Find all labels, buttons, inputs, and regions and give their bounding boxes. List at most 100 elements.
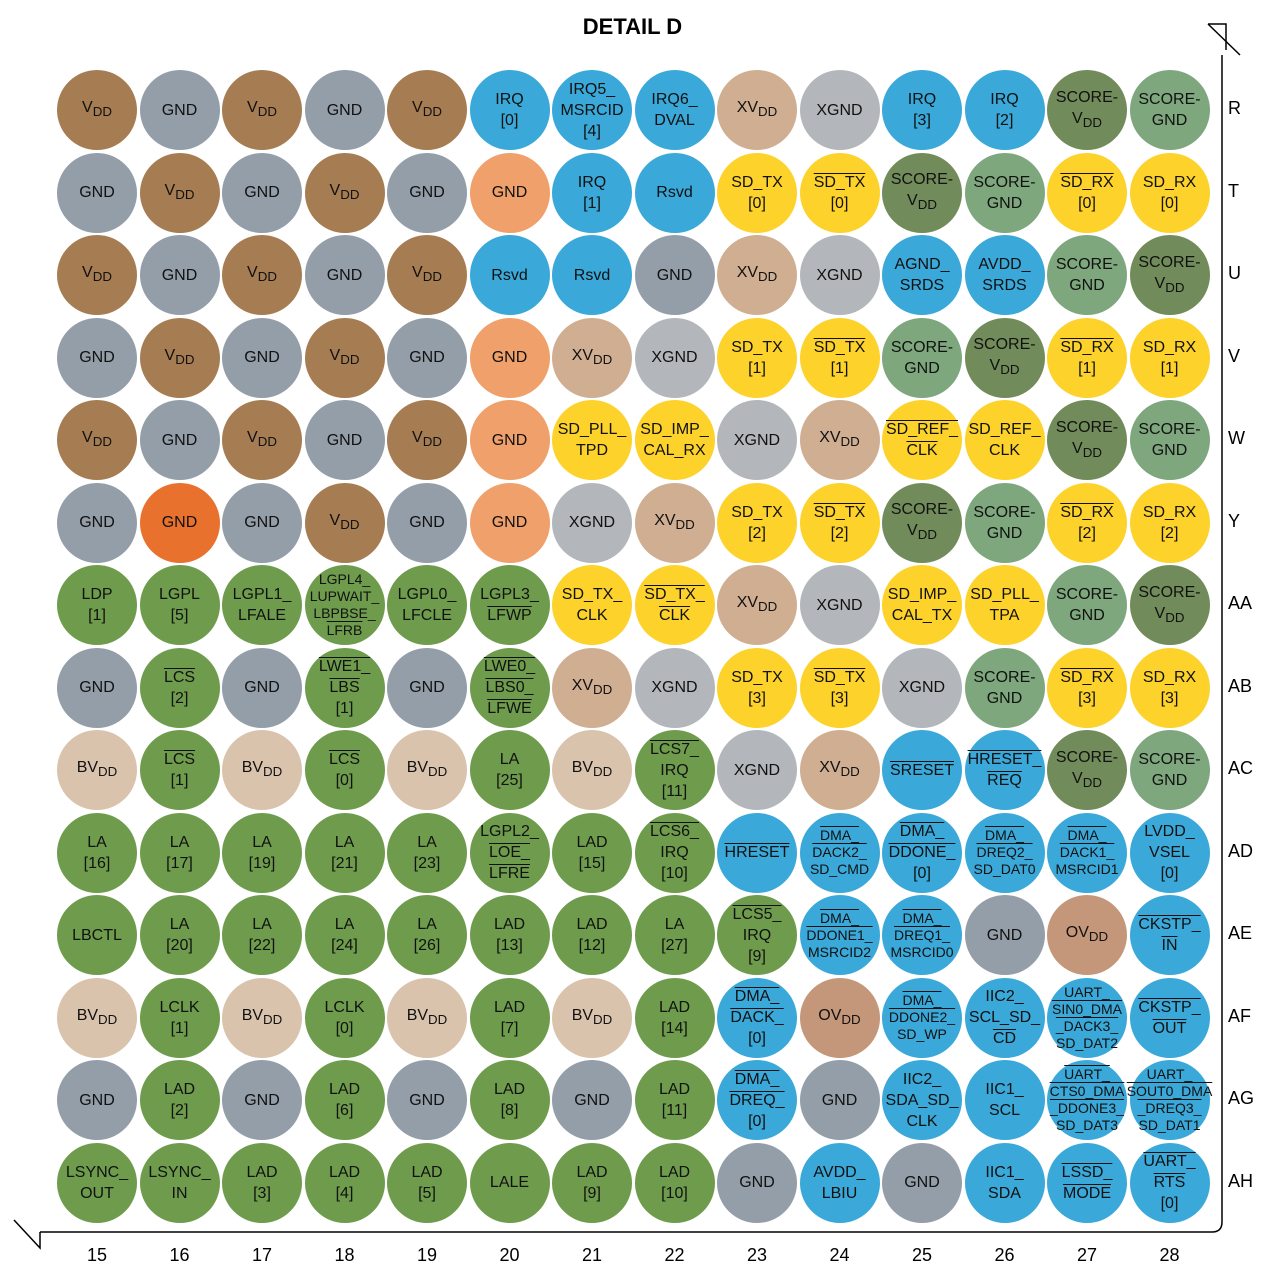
ball-AH-16: LSYNC_ IN: [139, 1142, 220, 1223]
ball-U-19: VDD: [387, 235, 467, 315]
ball-AD-24: DMA_ DACK2_ SD_CMD: [799, 812, 880, 893]
ball-AC-21: BVDD: [552, 730, 632, 810]
ball-U-21: Rsvd: [552, 235, 632, 315]
ball-AF-22: LAD [14]: [634, 977, 715, 1058]
ball-R-21: IRQ5_ MSRCID [4]: [552, 70, 632, 150]
ball-AG-23: DMA_ DREQ_ [0]: [717, 1060, 797, 1140]
ball-AC-26: HRESET_ REQ: [964, 730, 1045, 810]
ball-AE-19: LA [26]: [387, 895, 467, 975]
ball-AG-18: LAD [6]: [304, 1060, 385, 1140]
ball-AB-23: SD_TX [3]: [717, 647, 797, 728]
ball-Y-28: SD_RX [2]: [1129, 482, 1210, 563]
ball-T-25: SCORE- VDD: [882, 152, 962, 233]
ball-W-23: XGND: [717, 400, 797, 480]
row-label: U: [1228, 263, 1241, 283]
ball-AC-18: LCS [0]: [304, 730, 385, 810]
ball-Y-24: SD_TX [2]: [799, 482, 880, 563]
ball-AH-28: UART_ RTS [0]: [1129, 1142, 1210, 1223]
ball-AE-23: LCS5_ IRQ [9]: [717, 895, 797, 975]
ball-U-24: XGND: [799, 235, 880, 315]
ball-U-18: GND: [304, 235, 385, 315]
column-label: 22: [664, 1245, 685, 1265]
ball-AF-26: IIC2_ SCL_SD_ CD: [964, 977, 1045, 1058]
ball-AD-20: LGPL2_ LOE_ LFRE: [469, 812, 550, 893]
ball-W-28: SCORE- GND: [1129, 400, 1210, 480]
ball-AA-15: LDP [1]: [57, 565, 137, 645]
ball-R-28: SCORE- GND: [1129, 70, 1210, 150]
column-label: 24: [829, 1245, 850, 1265]
ball-AD-19: LA [23]: [387, 812, 467, 893]
ball-Y-26: SCORE- GND: [964, 482, 1045, 563]
ball-V-18: VDD: [304, 317, 385, 398]
ball-R-25: IRQ [3]: [882, 70, 962, 150]
ball-R-15: VDD: [57, 70, 137, 150]
ball-R-17: VDD: [222, 70, 302, 150]
ball-V-22: XGND: [634, 317, 715, 398]
ball-R-16: GND: [139, 70, 220, 150]
ball-AG-19: GND: [387, 1060, 467, 1140]
ball-AH-24: AVDD_ LBIU: [799, 1142, 880, 1223]
ball-AA-20: LGPL3_ LFWP: [469, 565, 550, 645]
row-label: AE: [1228, 923, 1253, 943]
ball-AC-17: BVDD: [222, 730, 302, 810]
ball-AD-16: LA [17]: [139, 812, 220, 893]
ball-AC-22: LCS7_ IRQ [11]: [634, 730, 715, 810]
column-label: 27: [1076, 1245, 1098, 1265]
ball-Y-20: GND: [469, 482, 550, 563]
ball-AC-25: SRESET: [882, 730, 962, 810]
row-label: T: [1228, 180, 1239, 201]
ball-T-24: SD_TX [0]: [799, 152, 880, 233]
ball-V-16: VDD: [139, 317, 220, 398]
ball-V-15: GND: [57, 317, 137, 398]
ball-AG-16: LAD [2]: [139, 1060, 220, 1140]
ball-AG-17: GND: [222, 1060, 302, 1140]
ball-AC-24: XVDD: [799, 730, 880, 810]
ball-AF-16: LCLK [1]: [139, 977, 220, 1058]
ball-W-24: XVDD: [799, 400, 880, 480]
ball-AE-20: LAD [13]: [469, 895, 550, 975]
ball-AD-15: LA [16]: [57, 812, 137, 893]
ball-AB-17: GND: [222, 647, 302, 728]
ball-AA-28: SCORE- VDD: [1129, 565, 1210, 645]
ball-AF-28: CKSTP_ OUT: [1129, 977, 1210, 1058]
ball-AC-15: BVDD: [57, 730, 137, 810]
ball-T-17: GND: [222, 152, 302, 233]
ball-AH-20: LALE: [469, 1142, 550, 1223]
ball-AE-25: DMA_ DREQ1_ MSRCID0: [882, 895, 962, 975]
ball-AG-21: GND: [552, 1060, 632, 1140]
ball-AD-21: LAD [15]: [552, 812, 632, 893]
column-label: 26: [994, 1245, 1015, 1265]
ball-AA-27: SCORE- GND: [1047, 565, 1127, 645]
ball-W-22: SD_IMP_ CAL_RX: [634, 400, 715, 480]
ball-V-17: GND: [222, 317, 302, 398]
ball-U-23: XVDD: [717, 235, 797, 315]
ball-T-18: VDD: [304, 152, 385, 233]
ball-W-21: SD_PLL_ TPD: [552, 400, 632, 480]
ball-T-27: SD_RX [0]: [1047, 152, 1127, 233]
ball-AG-22: LAD [11]: [634, 1060, 715, 1140]
ball-V-28: SD_RX [1]: [1129, 317, 1210, 398]
ball-AA-23: XVDD: [717, 565, 797, 645]
column-label: 19: [416, 1245, 438, 1265]
ball-T-19: GND: [387, 152, 467, 233]
ball-AH-17: LAD [3]: [222, 1142, 302, 1223]
ball-Y-18: VDD: [304, 482, 385, 563]
ball-W-18: GND: [304, 400, 385, 480]
ball-AB-22: XGND: [634, 647, 715, 728]
ball-AH-15: LSYNC_ OUT: [57, 1142, 137, 1223]
row-label: AH: [1228, 1170, 1254, 1191]
row-label: AG: [1228, 1088, 1255, 1108]
ball-AF-18: LCLK [0]: [304, 977, 385, 1058]
ball-R-24: XGND: [799, 70, 880, 150]
row-label: Y: [1228, 510, 1241, 531]
ball-AC-16: LCS [1]: [139, 730, 220, 810]
ball-W-25: SD_REF_ CLK: [882, 400, 962, 480]
ball-AB-20: LWE0_ LBS0_ LFWE: [469, 647, 550, 728]
ball-AF-23: DMA_ DACK_ [0]: [717, 977, 797, 1058]
ball-AC-23: XGND: [717, 730, 797, 810]
ball-U-17: VDD: [222, 235, 302, 315]
ball-AE-15: LBCTL: [57, 895, 137, 975]
ball-U-27: SCORE- GND: [1047, 235, 1127, 315]
ball-R-20: IRQ [0]: [469, 70, 550, 150]
ball-AC-19: BVDD: [387, 730, 467, 810]
